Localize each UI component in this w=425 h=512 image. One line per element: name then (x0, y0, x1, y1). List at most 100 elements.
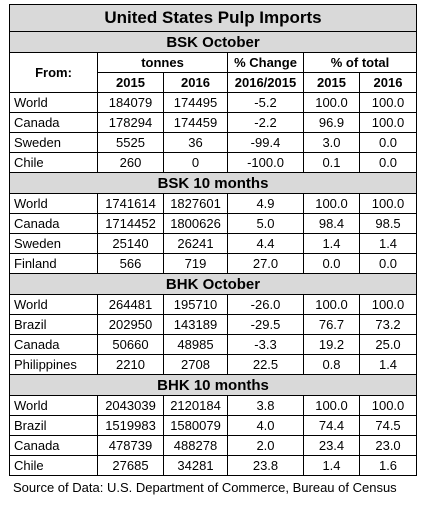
cell-value: 25.0 (358, 334, 418, 355)
cell-value: 1580079 (163, 415, 228, 436)
cell-value: 23.0 (358, 435, 418, 456)
cell-value: 1.4 (358, 354, 418, 375)
row-label: Brazil (9, 415, 98, 436)
cell-value: 74.4 (303, 415, 360, 436)
cell-value: 488278 (163, 435, 228, 456)
cell-value: 2708 (163, 354, 228, 375)
cell-value: 178294 (97, 112, 164, 133)
cell-value: -99.4 (227, 132, 304, 153)
table-row: Canada 50660 48985 -3.3 19.2 25.0 (9, 334, 418, 355)
row-label: Canada (9, 435, 98, 456)
row-label: Canada (9, 334, 98, 355)
cell-value: 19.2 (303, 334, 360, 355)
cell-value: 100.0 (303, 395, 360, 416)
section-title: BHK 10 months (8, 374, 418, 396)
cell-value: 1800626 (163, 213, 228, 234)
cell-value: 100.0 (303, 193, 360, 214)
cell-value: 202950 (97, 314, 164, 335)
section-title: BSK October (8, 31, 418, 53)
cell-value: 2.0 (227, 435, 304, 456)
table-row: BHK 10 months (8, 374, 418, 396)
cell-value: -5.2 (227, 92, 304, 113)
header-from: From: (9, 52, 98, 93)
cell-value: 1519983 (97, 415, 164, 436)
table-row: 2015 2016 2016/2015 2015 2016 (10, 72, 418, 93)
cell-value: 174459 (163, 112, 228, 133)
cell-value: 2120184 (163, 395, 228, 416)
cell-value: 22.5 (227, 354, 304, 375)
section-title: BSK 10 months (8, 172, 418, 194)
cell-value: 27685 (97, 455, 164, 476)
cell-value: 0.0 (358, 253, 418, 274)
cell-value: 3.8 (227, 395, 304, 416)
cell-value: 0.0 (358, 152, 418, 173)
table-row: Finland 566 719 27.0 0.0 0.0 (9, 253, 418, 274)
cell-value: 25140 (97, 233, 164, 254)
cell-value: 2210 (97, 354, 164, 375)
row-label: World (9, 395, 98, 416)
table-row: BHK October (8, 273, 418, 295)
table-row: World 1741614 1827601 4.9 100.0 100.0 (9, 193, 418, 214)
cell-value: 0.0 (358, 132, 418, 153)
cell-value: 3.0 (303, 132, 360, 153)
row-label: World (9, 294, 98, 315)
cell-value: 34281 (163, 455, 228, 476)
cell-value: 100.0 (303, 294, 360, 315)
table-row: Sweden 25140 26241 4.4 1.4 1.4 (9, 233, 418, 254)
cell-value: 1741614 (97, 193, 164, 214)
table-row: Sweden 5525 36 -99.4 3.0 0.0 (9, 132, 418, 153)
row-label: World (9, 193, 98, 214)
cell-value: 1.4 (358, 233, 418, 254)
cell-value: 478739 (97, 435, 164, 456)
header-year: 2015 (97, 72, 164, 93)
header-tonnes: tonnes (97, 52, 228, 73)
cell-value: 0.1 (303, 152, 360, 173)
cell-value: 26241 (163, 233, 228, 254)
table-row: Brazil 1519983 1580079 4.0 74.4 74.5 (9, 415, 418, 436)
section-title: BHK October (8, 273, 418, 295)
table-row: World 184079 174495 -5.2 100.0 100.0 (9, 92, 418, 113)
table-row: From: tonnes% Change% of total (9, 52, 418, 93)
header-change: % Change (227, 52, 304, 73)
cell-value: 0.8 (303, 354, 360, 375)
table-row: Canada 1714452 1800626 5.0 98.4 98.5 (9, 213, 418, 234)
cell-value: 36 (163, 132, 228, 153)
cell-value: -26.0 (227, 294, 304, 315)
cell-value: 100.0 (358, 112, 418, 133)
cell-value: 73.2 (358, 314, 418, 335)
cell-value: 100.0 (358, 193, 418, 214)
cell-value: 1.4 (303, 455, 360, 476)
table-row: Chile 27685 34281 23.8 1.4 1.6 (9, 455, 418, 476)
table-container: United States Pulp Imports BSK October Fro… (8, 4, 418, 495)
row-label: Brazil (9, 314, 98, 335)
cell-value: 23.4 (303, 435, 360, 456)
table-row: Canada 178294 174459 -2.2 96.9 100.0 (9, 112, 418, 133)
cell-value: 5.0 (227, 213, 304, 234)
cell-value: 143189 (163, 314, 228, 335)
table-title: United States Pulp Imports (8, 4, 418, 32)
table-row: BSK October (8, 31, 418, 53)
cell-value: -100.0 (227, 152, 304, 173)
cell-value: 0.0 (303, 253, 360, 274)
pulp-table: United States Pulp Imports BSK October Fro… (8, 4, 418, 476)
cell-value: 184079 (97, 92, 164, 113)
row-label: Canada (9, 112, 98, 133)
cell-value: 50660 (97, 334, 164, 355)
cell-value: 4.9 (227, 193, 304, 214)
cell-value: 264481 (97, 294, 164, 315)
cell-value: 1.4 (303, 233, 360, 254)
row-label: Finland (9, 253, 98, 274)
table-row: Brazil 202950 143189 -29.5 76.7 73.2 (9, 314, 418, 335)
row-label: Sweden (9, 132, 98, 153)
cell-value: 48985 (163, 334, 228, 355)
table-row: World 2043039 2120184 3.8 100.0 100.0 (9, 395, 418, 416)
row-label: Chile (9, 152, 98, 173)
cell-value: 100.0 (358, 294, 418, 315)
header-share: % of total (302, 52, 418, 73)
cell-value: 100.0 (358, 92, 418, 113)
cell-value: 1714452 (97, 213, 164, 234)
cell-value: -2.2 (227, 112, 304, 133)
table-row: Philippines 2210 2708 22.5 0.8 1.4 (9, 354, 418, 375)
cell-value: 100.0 (303, 92, 360, 113)
